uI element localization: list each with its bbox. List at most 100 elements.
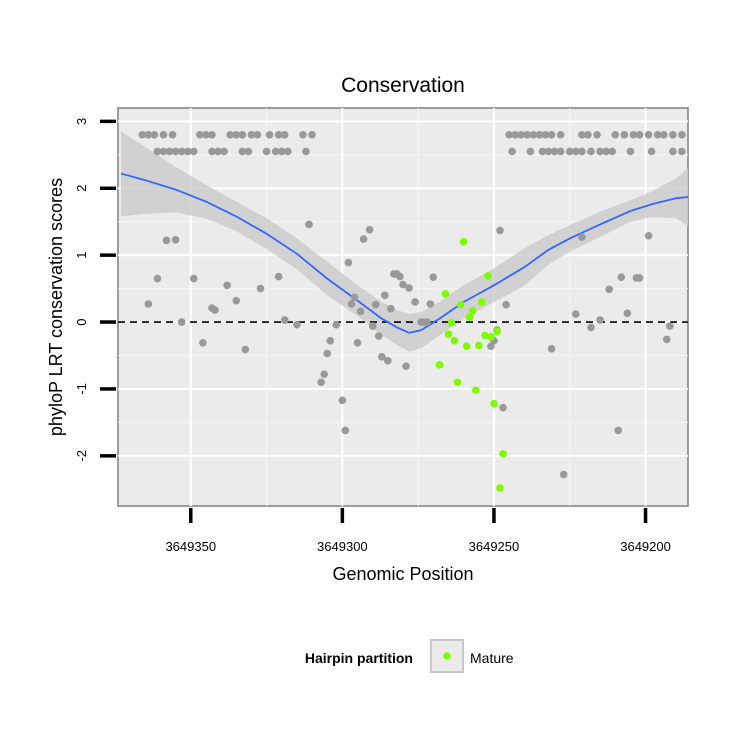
hairpin-point xyxy=(550,147,559,156)
hairpin-point xyxy=(274,130,283,139)
hairpin-point xyxy=(387,304,395,313)
mature-point xyxy=(493,327,501,336)
hairpin-point xyxy=(262,147,271,156)
mature-point xyxy=(447,318,456,327)
hairpin-point xyxy=(596,316,604,324)
hairpin-point xyxy=(629,130,638,139)
hairpin-point xyxy=(578,233,586,241)
mature-point xyxy=(456,300,465,309)
hairpin-point xyxy=(496,226,504,235)
hairpin-point xyxy=(647,147,656,156)
hairpin-point xyxy=(535,130,544,139)
y-tick-label: -2 xyxy=(74,450,89,462)
x-axis-title: Genomic Position xyxy=(332,564,473,584)
hairpin-point xyxy=(411,298,419,306)
confidence-band-area xyxy=(121,131,688,352)
hairpin-point xyxy=(211,306,219,314)
hairpin-point xyxy=(556,147,565,156)
mature-point xyxy=(435,361,444,369)
hairpin-point xyxy=(353,338,362,347)
hairpin-point xyxy=(559,470,568,479)
hairpin-point xyxy=(196,130,204,139)
mature-point xyxy=(450,336,459,345)
hairpin-point xyxy=(220,147,228,156)
hairpin-point xyxy=(526,147,535,156)
y-tick-label: 3 xyxy=(74,118,89,125)
hairpin-point xyxy=(347,300,356,308)
hairpin-point xyxy=(232,130,241,139)
hairpin-point xyxy=(678,147,686,156)
hairpin-point xyxy=(271,147,280,156)
y-tick-label: -1 xyxy=(74,383,89,395)
hairpin-point xyxy=(326,336,335,345)
y-axis: -2 -1 0 1 2 3 xyxy=(74,118,116,462)
x-tick-label: 3649300 xyxy=(317,539,368,554)
hairpin-point xyxy=(244,147,253,156)
hairpin-point xyxy=(653,130,662,139)
hairpin-point xyxy=(299,130,307,139)
x-tick-label: 3649200 xyxy=(620,539,671,554)
hairpin-point xyxy=(253,130,262,139)
hairpin-point xyxy=(584,130,592,139)
hairpin-point xyxy=(265,130,274,139)
hairpin-point xyxy=(323,349,332,358)
hairpin-point xyxy=(238,130,247,139)
mature-point xyxy=(471,386,480,395)
loess-fit-line xyxy=(120,172,689,334)
hairpin-point xyxy=(565,147,574,156)
mature-point xyxy=(478,298,486,306)
hairpin-points xyxy=(138,130,686,479)
hairpin-point xyxy=(199,338,207,347)
hairpin-point xyxy=(365,225,374,234)
hairpin-point xyxy=(669,130,677,139)
hairpin-point xyxy=(150,130,159,139)
hairpin-point xyxy=(402,362,410,370)
hairpin-point xyxy=(502,300,510,309)
hairpin-point xyxy=(572,310,580,318)
legend-label-mature: Mature xyxy=(470,650,514,666)
hairpin-point xyxy=(317,378,325,387)
hairpin-point xyxy=(159,147,168,156)
hairpin-point xyxy=(596,147,604,156)
hairpin-point xyxy=(177,318,186,326)
mature-point xyxy=(444,330,453,338)
hairpin-point xyxy=(644,130,653,139)
hairpin-point xyxy=(277,147,286,156)
hairpin-point xyxy=(538,147,547,156)
hairpin-point xyxy=(247,130,256,139)
hairpin-point xyxy=(153,274,162,283)
hairpin-point xyxy=(593,130,601,139)
y-tick-label: 0 xyxy=(74,318,89,325)
y-tick-label: 2 xyxy=(74,185,89,192)
x-tick-label: 3649350 xyxy=(165,539,216,554)
legend: Hairpin partition Mature xyxy=(305,639,514,673)
hairpin-point xyxy=(608,147,617,156)
hairpin-point xyxy=(293,320,301,329)
hairpin-point xyxy=(274,272,283,281)
hairpin-point xyxy=(144,300,153,308)
hairpin-point xyxy=(223,281,231,290)
hairpin-point xyxy=(666,322,674,330)
hairpin-point xyxy=(177,147,186,156)
hairpin-point xyxy=(256,284,265,293)
hairpin-point xyxy=(426,300,435,308)
hairpin-point xyxy=(162,236,171,245)
hairpin-point xyxy=(617,273,626,282)
hairpin-point xyxy=(578,130,586,139)
hairpin-point xyxy=(399,280,407,289)
hairpin-point xyxy=(308,130,316,139)
hairpin-point xyxy=(374,332,383,340)
hairpin-point xyxy=(214,147,222,156)
hairpin-point xyxy=(359,235,368,243)
mature-point xyxy=(499,450,507,458)
hairpin-point xyxy=(523,130,532,139)
hairpin-point xyxy=(368,322,377,330)
hairpin-point xyxy=(544,147,553,156)
hairpin-point xyxy=(529,130,538,139)
hairpin-point xyxy=(508,147,516,156)
hairpin-point xyxy=(429,273,438,282)
hairpin-point xyxy=(350,293,359,302)
hairpin-point xyxy=(611,130,620,139)
legend-title: Hairpin partition xyxy=(305,650,413,666)
